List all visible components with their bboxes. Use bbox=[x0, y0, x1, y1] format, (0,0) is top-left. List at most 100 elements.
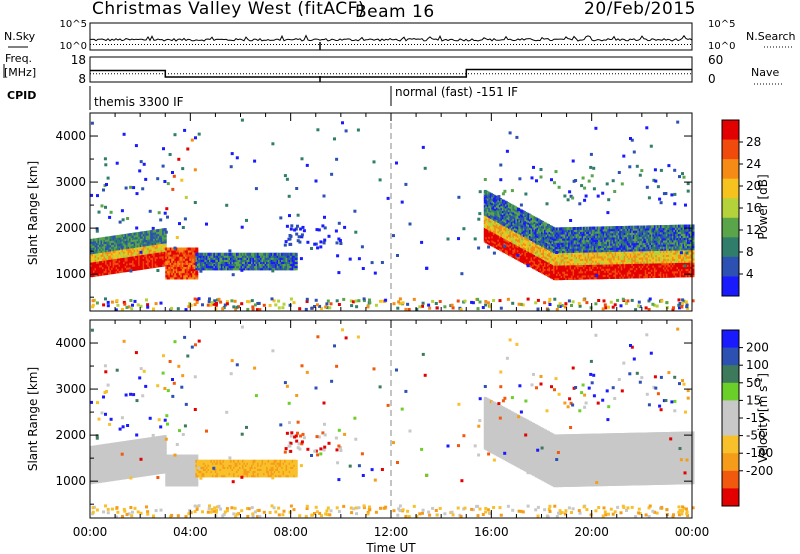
nave-tick-low: 0 bbox=[708, 72, 716, 86]
power-cell bbox=[172, 174, 176, 178]
power-cell bbox=[616, 269, 620, 273]
date-label: 20/Feb/2015 bbox=[584, 0, 696, 19]
power-cell bbox=[495, 208, 499, 212]
power-cell bbox=[495, 235, 499, 239]
power-cell bbox=[285, 265, 289, 269]
power-cell bbox=[525, 221, 529, 224]
power-cell bbox=[556, 237, 559, 241]
power-cell bbox=[586, 228, 590, 232]
power-cell bbox=[133, 263, 137, 267]
power-cell bbox=[550, 178, 553, 182]
power-cell bbox=[105, 240, 108, 244]
power-cell bbox=[105, 255, 108, 259]
power-cell bbox=[586, 230, 590, 234]
power-cell bbox=[646, 262, 650, 266]
power-cell bbox=[302, 229, 306, 233]
power-cell bbox=[300, 233, 304, 237]
power-cell bbox=[586, 251, 590, 255]
power-cell bbox=[525, 225, 529, 229]
power-cell bbox=[105, 257, 108, 261]
power-cell bbox=[159, 218, 163, 222]
power-cell bbox=[195, 247, 199, 251]
power-cell bbox=[646, 231, 650, 235]
power-cell bbox=[255, 259, 259, 262]
power-cell bbox=[163, 246, 167, 250]
power-cell bbox=[592, 166, 596, 170]
power-cell bbox=[616, 226, 620, 230]
power-cell bbox=[556, 246, 559, 250]
freq-label-line1: Freq. bbox=[5, 52, 32, 65]
power-cell bbox=[646, 239, 650, 243]
power-cell bbox=[525, 248, 529, 251]
power-cell bbox=[495, 244, 499, 248]
power-cell bbox=[495, 219, 499, 223]
power-cell bbox=[294, 261, 298, 264]
power-cell bbox=[556, 254, 559, 258]
power-cell bbox=[628, 165, 632, 169]
power-cell bbox=[108, 215, 112, 219]
power-cell bbox=[495, 246, 499, 250]
power-cell bbox=[646, 233, 650, 237]
power-cell bbox=[105, 253, 108, 257]
power-cell bbox=[225, 261, 229, 264]
power-cell bbox=[225, 256, 229, 260]
power-cell bbox=[556, 260, 559, 264]
power-cell bbox=[133, 245, 137, 248]
power-cell bbox=[525, 233, 529, 237]
power-cell bbox=[495, 227, 499, 231]
power-cell bbox=[495, 231, 499, 235]
power-cell bbox=[586, 226, 590, 230]
power-cell bbox=[135, 226, 139, 230]
power-cell bbox=[190, 138, 194, 142]
power-cell bbox=[590, 174, 594, 178]
power-cell bbox=[495, 229, 499, 233]
power-cell bbox=[616, 240, 620, 244]
nave-label: Nave bbox=[751, 66, 779, 79]
power-cell bbox=[285, 256, 289, 260]
power-cell bbox=[121, 218, 125, 222]
power-cell bbox=[255, 267, 259, 271]
power-cell bbox=[525, 212, 529, 216]
power-cell bbox=[129, 185, 133, 189]
power-cell bbox=[525, 235, 529, 239]
power-cell bbox=[495, 225, 499, 229]
power-cell bbox=[518, 177, 522, 181]
power-cell bbox=[225, 252, 229, 256]
power-cell bbox=[525, 229, 529, 233]
power-cell bbox=[126, 217, 130, 220]
power-cell bbox=[105, 263, 108, 267]
power-cell bbox=[124, 186, 128, 190]
power-cell bbox=[195, 249, 199, 253]
power-cell bbox=[186, 147, 190, 151]
power-cell bbox=[285, 259, 289, 262]
power-cell bbox=[294, 254, 298, 258]
power-cell bbox=[616, 267, 620, 271]
power-cell bbox=[105, 247, 108, 251]
power-cell bbox=[175, 236, 179, 239]
power-cell bbox=[586, 274, 590, 278]
power-cell bbox=[105, 242, 108, 246]
power-cell bbox=[638, 173, 642, 177]
power-cell bbox=[295, 232, 299, 236]
power-cell bbox=[611, 179, 615, 183]
power-cell bbox=[163, 228, 167, 232]
power-cell bbox=[289, 242, 293, 246]
power-cell bbox=[620, 182, 624, 186]
power-cell bbox=[294, 256, 298, 260]
power-cell bbox=[495, 221, 499, 225]
power-cell bbox=[314, 242, 318, 246]
power-cell bbox=[554, 170, 558, 174]
power-cell bbox=[497, 195, 501, 199]
power-cell bbox=[616, 246, 620, 250]
power-cell bbox=[616, 236, 620, 240]
power-cell bbox=[586, 259, 590, 263]
power-cell bbox=[616, 251, 620, 254]
power-cell bbox=[109, 210, 113, 214]
power-cell bbox=[525, 237, 529, 241]
power-cell bbox=[616, 261, 620, 265]
power-cell bbox=[294, 252, 298, 256]
power-cell bbox=[495, 233, 499, 237]
power-cell bbox=[141, 187, 145, 191]
